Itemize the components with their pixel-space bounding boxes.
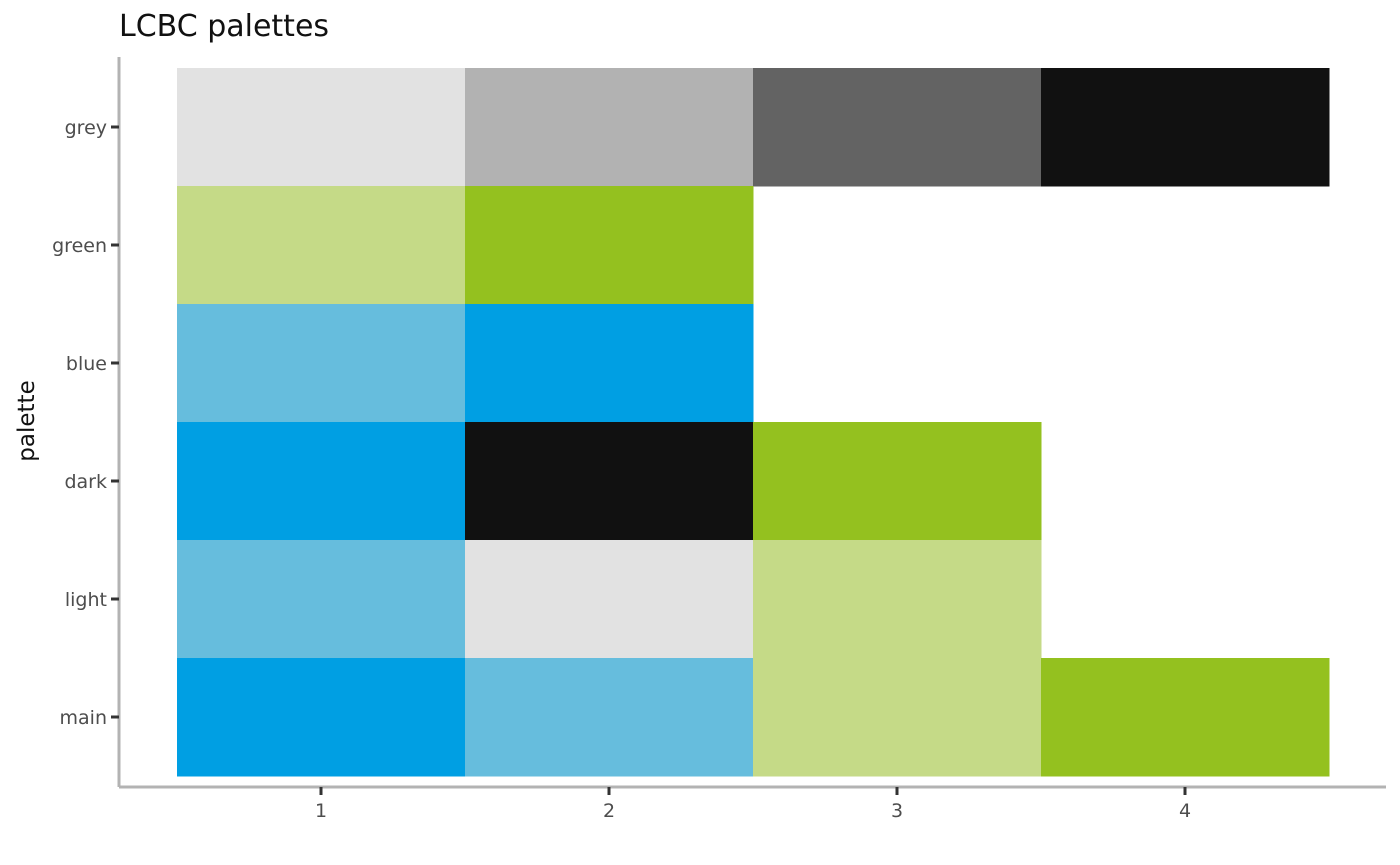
y-tick-label-blue: blue — [66, 353, 107, 375]
y-axis: main light dark blue green grey — [52, 57, 121, 787]
y-tick-label-green: green — [52, 235, 107, 257]
tile-main-2 — [465, 658, 754, 777]
tile-grey-1 — [177, 68, 466, 187]
x-tick-label-2: 2 — [603, 800, 615, 822]
tile-grey-4 — [1041, 68, 1330, 187]
tile-light-2 — [465, 540, 754, 659]
y-tick-label-dark: dark — [64, 471, 107, 493]
tile-blue-2 — [465, 304, 754, 423]
tile-main-1 — [177, 658, 466, 777]
tile-green-2 — [465, 186, 754, 305]
tile-main-3 — [753, 658, 1042, 777]
tile-blue-1 — [177, 304, 466, 423]
tile-dark-3 — [753, 422, 1042, 541]
tile-light-3 — [753, 540, 1042, 659]
tile-grey-2 — [465, 68, 754, 187]
x-axis: 1 2 3 4 — [119, 785, 1386, 822]
tile-layer — [177, 68, 1330, 777]
y-tick-label-grey: grey — [65, 117, 107, 139]
y-tick-label-light: light — [65, 589, 107, 611]
tile-dark-1 — [177, 422, 466, 541]
tile-dark-2 — [465, 422, 754, 541]
tile-green-1 — [177, 186, 466, 305]
y-tick-label-main: main — [60, 707, 107, 729]
x-tick-label-4: 4 — [1179, 800, 1191, 822]
x-tick-label-1: 1 — [315, 800, 327, 822]
tile-light-1 — [177, 540, 466, 659]
x-tick-label-3: 3 — [891, 800, 903, 822]
tile-grey-3 — [753, 68, 1042, 187]
tile-main-4 — [1041, 658, 1330, 777]
y-axis-title: palette — [14, 380, 40, 461]
chart-title: LCBC palettes — [119, 9, 329, 44]
